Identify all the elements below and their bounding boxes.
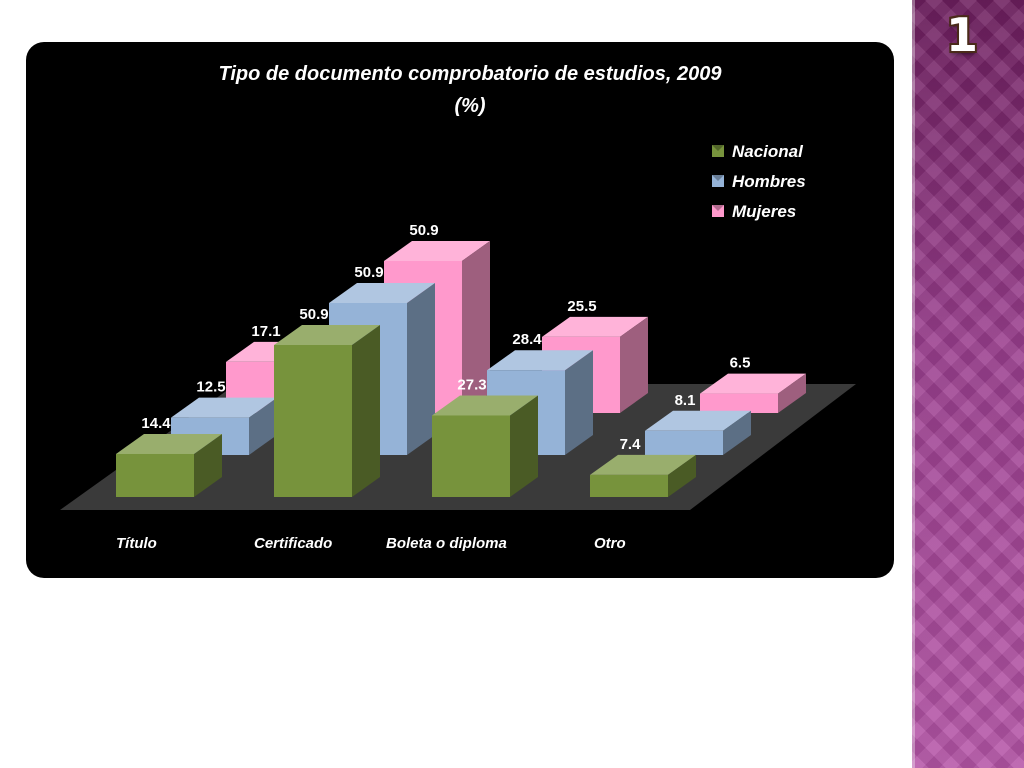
bar-front <box>590 474 668 497</box>
category-label: Título <box>116 535 157 552</box>
bar-side <box>723 410 751 455</box>
bar-side <box>620 316 648 413</box>
bar: 50.9 <box>274 306 380 497</box>
category-label: Certificado <box>254 535 332 552</box>
bar-group: 17.1 50.9 25.5 6.5 12.5 50.9 28.4 8.1 14.4 50.9 27… <box>116 222 806 497</box>
legend-entry: Mujeres <box>732 202 796 221</box>
chart-subtitle: (%) <box>454 95 485 117</box>
decorative-side-bar <box>912 0 1024 768</box>
bar-side <box>462 241 490 413</box>
data-label: 12.5 <box>196 379 225 396</box>
data-label: 6.5 <box>730 355 751 372</box>
bar-front <box>700 393 778 413</box>
category-label: Boleta o diploma <box>386 535 507 552</box>
bar-top <box>432 395 538 416</box>
bar: 6.5 <box>700 355 806 413</box>
data-label: 17.1 <box>251 323 280 340</box>
bar-top <box>590 454 696 475</box>
legend-entry: Hombres <box>732 172 806 191</box>
bar: 7.4 <box>590 436 696 497</box>
legend-swatch <box>712 175 724 187</box>
bar-front <box>116 453 194 497</box>
category-labels: Título Certificado Boleta o diploma Otro <box>116 535 626 552</box>
data-label: 50.9 <box>299 306 328 323</box>
bar: 8.1 <box>645 392 751 455</box>
data-label: 8.1 <box>675 392 696 409</box>
data-label: 25.5 <box>567 298 596 315</box>
bar-side <box>565 350 593 455</box>
bar-top <box>116 433 222 454</box>
bar-top <box>542 316 648 337</box>
bar-side <box>407 283 435 455</box>
bar-top <box>171 397 277 418</box>
bar-side <box>194 433 222 497</box>
data-label: 14.4 <box>141 415 171 432</box>
bar-top <box>274 325 380 345</box>
bar-top <box>487 350 593 371</box>
bar-top <box>384 241 490 261</box>
legend-entry: Nacional <box>732 142 804 161</box>
bar-front <box>645 430 723 455</box>
data-label: 27.3 <box>457 376 486 393</box>
bar-front <box>274 345 352 497</box>
bar-side <box>249 397 277 455</box>
chart-panel: Tipo de documento comprobatorio de estud… <box>26 42 894 578</box>
bar-top <box>645 410 751 431</box>
bar-side <box>510 395 538 497</box>
legend-swatch <box>712 145 724 157</box>
data-label: 28.4 <box>512 331 542 348</box>
bar: 14.4 <box>116 415 222 497</box>
category-label: Otro <box>594 535 626 552</box>
bar: 27.3 <box>432 376 538 497</box>
chart: Tipo de documento comprobatorio de estud… <box>60 63 856 552</box>
slide-number: 1 <box>945 8 978 62</box>
data-label: 50.9 <box>354 264 383 281</box>
bar-side <box>668 454 696 497</box>
bar-front <box>432 415 510 497</box>
bar-side <box>352 325 380 497</box>
legend: Nacional Hombres Mujeres <box>712 142 806 221</box>
bar-top <box>700 373 806 394</box>
data-label: 50.9 <box>409 222 438 239</box>
bar-top <box>329 283 435 303</box>
bar-side <box>778 373 806 413</box>
chart-title: Tipo de documento comprobatorio de estud… <box>218 63 722 85</box>
data-label: 7.4 <box>620 436 642 453</box>
legend-swatch <box>712 205 724 217</box>
